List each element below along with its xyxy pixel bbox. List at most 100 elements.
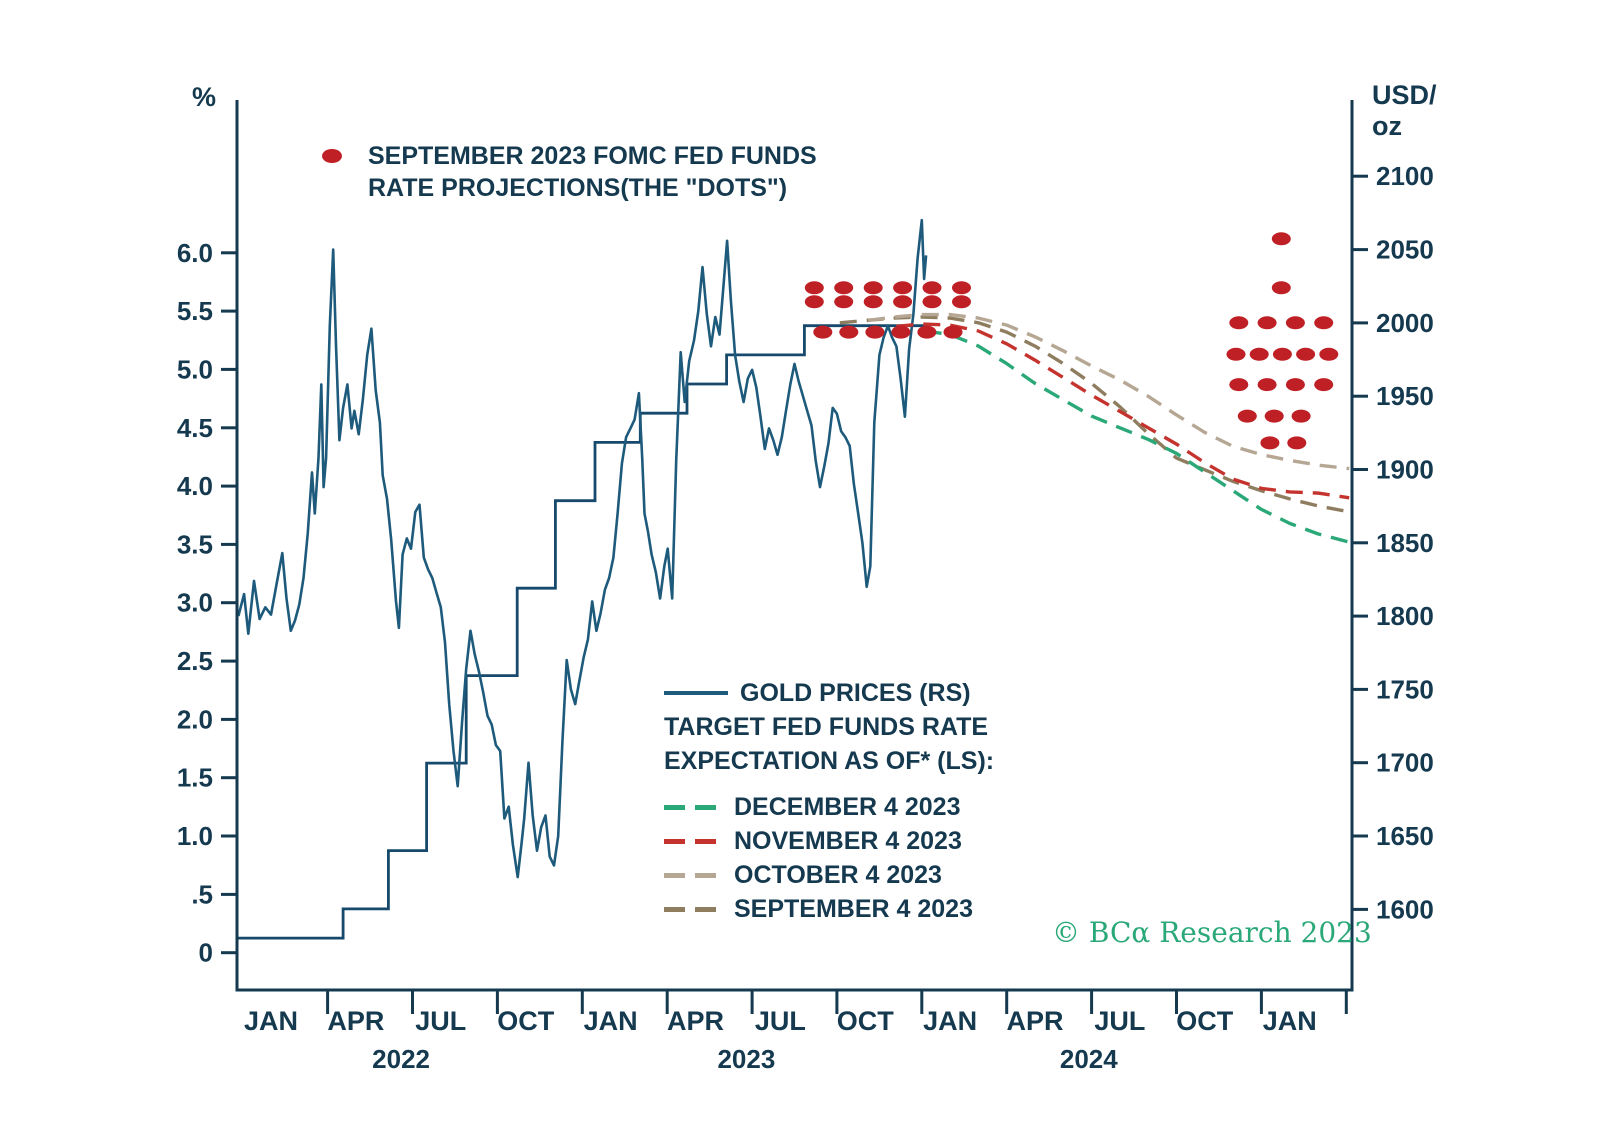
x-axis-month-label: JUL	[755, 1006, 806, 1036]
september-dash-icon	[664, 906, 720, 912]
x-axis-month-label: APR	[327, 1006, 384, 1036]
fomc-dot-2024	[1285, 316, 1305, 330]
right-axis-tick-label: 1850	[1376, 528, 1434, 558]
right-axis-tick-label: 1600	[1376, 894, 1434, 924]
fomc-dot-2024	[1257, 316, 1277, 330]
right-axis-tick-label: 1800	[1376, 601, 1434, 631]
fomc-dot-2024	[1285, 378, 1305, 392]
fomc-dot-2024	[1271, 232, 1291, 246]
legend-row-november: NOVEMBER 4 2023	[664, 824, 994, 858]
left-axis-tick-label: 1.5	[177, 763, 213, 793]
left-axis-tick-label: 4.5	[177, 413, 213, 443]
fomc-dot-2023	[893, 281, 913, 295]
right-axis-tick-label: 2100	[1376, 161, 1434, 191]
september-legend-label: SEPTEMBER 4 2023	[734, 894, 973, 923]
fomc-dot-2023	[839, 325, 859, 339]
fomc-dot-2023	[834, 295, 854, 309]
fomc-dot-2024	[1257, 378, 1277, 392]
x-axis-month-label: JUL	[415, 1006, 466, 1036]
left-axis-tick-label: 2.0	[177, 704, 213, 734]
right-axis-tick-label: 2050	[1376, 235, 1434, 265]
fomc-dot-2023	[891, 325, 911, 339]
fomc-dot-2023	[922, 295, 942, 309]
series-gold	[237, 218, 928, 879]
fomc-dot-2024	[1291, 409, 1311, 423]
left-axis-tick-label: 3.0	[177, 588, 213, 618]
november-legend-label: NOVEMBER 4 2023	[734, 826, 962, 855]
x-axis-month-label: APR	[1006, 1006, 1063, 1036]
fomc-dot-2023	[922, 281, 942, 295]
fomc-dot-2023	[804, 281, 824, 295]
november-dash-icon	[664, 838, 720, 844]
right-axis-unit-line2: oz	[1372, 111, 1402, 141]
fomc-dot-2024	[1287, 436, 1307, 450]
left-axis-tick-label: 2.5	[177, 646, 213, 676]
fomc-dot-2023	[863, 295, 883, 309]
x-axis-month-label: OCT	[1176, 1006, 1234, 1036]
legend-row-october: OCTOBER 4 2023	[664, 858, 994, 892]
december-dash-icon	[664, 804, 720, 810]
fomc-dot-2024	[1314, 378, 1334, 392]
fomc-dot-2024	[1229, 378, 1249, 392]
dots-legend: SEPTEMBER 2023 FOMC FED FUNDS RATE PROJE…	[322, 140, 817, 204]
left-axis-tick-label: 5.5	[177, 296, 213, 326]
fomc-dot-2024	[1264, 409, 1284, 423]
fomc-dot-2024	[1249, 347, 1269, 361]
x-axis-year-label: 2024	[1060, 1044, 1118, 1074]
x-axis-month-label: JAN	[244, 1006, 298, 1036]
fomc-dot-2023	[804, 295, 824, 309]
left-axis-tick-label: 6.0	[177, 238, 213, 268]
fomc-dot-2023	[952, 295, 971, 309]
left-axis-tick-label: 3.5	[177, 529, 213, 559]
right-axis-tick-label: 1750	[1376, 674, 1434, 704]
right-axis-tick-label: 1650	[1376, 821, 1434, 851]
dots-legend-text: SEPTEMBER 2023 FOMC FED FUNDS RATE PROJE…	[368, 140, 817, 204]
fomc-dot-2023	[893, 295, 913, 309]
fomc-dot-2023	[943, 325, 963, 339]
legend-row-target-1: TARGET FED FUNDS RATE	[664, 710, 994, 744]
fomc-dot-2024	[1237, 409, 1257, 423]
fomc-dot-2024	[1226, 347, 1246, 361]
series-target	[238, 324, 928, 940]
left-axis-tick-label: 5.0	[177, 354, 213, 384]
legend-row-december: DECEMBER 4 2023	[664, 790, 994, 824]
right-axis-unit-line1: USD/	[1372, 80, 1437, 110]
fomc-dot-2023	[813, 325, 833, 339]
december-legend-label: DECEMBER 4 2023	[734, 792, 961, 821]
right-axis-tick-label: 1950	[1376, 381, 1434, 411]
right-axis-tick-label: 2000	[1376, 308, 1434, 338]
left-axis-tick-label: .5	[191, 879, 213, 909]
x-axis-month-label: OCT	[497, 1006, 555, 1036]
left-axis-tick-label: 4.0	[177, 471, 213, 501]
dots-legend-line1: SEPTEMBER 2023 FOMC FED FUNDS	[368, 142, 817, 170]
right-axis-tick-label: 1900	[1376, 455, 1434, 485]
x-axis-year-label: 2022	[372, 1044, 430, 1074]
fomc-dot-2024	[1314, 316, 1334, 330]
fomc-dot-2023	[865, 325, 885, 339]
target-legend-line2: EXPECTATION AS OF* (LS):	[664, 746, 995, 775]
left-axis-unit-label: %	[192, 82, 217, 112]
axis-frame	[235, 100, 1354, 992]
x-axis-month-label: JAN	[1263, 1006, 1317, 1036]
fomc-dot-2024	[1272, 347, 1292, 361]
dots-legend-line2: RATE PROJECTIONS(THE "DOTS")	[368, 174, 788, 202]
series-legend: GOLD PRICES (RS) TARGET FED FUNDS RATE E…	[664, 676, 994, 926]
x-axis-year-label: 2023	[717, 1044, 775, 1074]
x-axis-month-label: APR	[667, 1006, 724, 1036]
october-dash-icon	[664, 872, 720, 878]
fomc-dot-2023	[834, 281, 854, 295]
fomc-dot-2023	[917, 325, 937, 339]
fomc-dot-2023	[952, 281, 971, 295]
fomc-dot-2024	[1260, 436, 1280, 450]
fomc-dot-icon	[322, 149, 342, 163]
x-axis-month-label: JAN	[923, 1006, 977, 1036]
series-nov4	[896, 322, 1350, 500]
gold-line-icon	[664, 691, 728, 695]
legend-row-target-2: EXPECTATION AS OF* (LS):	[664, 744, 994, 778]
left-axis-tick-label: 1.0	[177, 821, 213, 851]
right-axis-unit-label: USD/ oz	[1372, 80, 1437, 142]
copyright-credit: © BCα Research 2023	[1052, 916, 1372, 949]
fomc-dot-2023	[863, 281, 883, 295]
